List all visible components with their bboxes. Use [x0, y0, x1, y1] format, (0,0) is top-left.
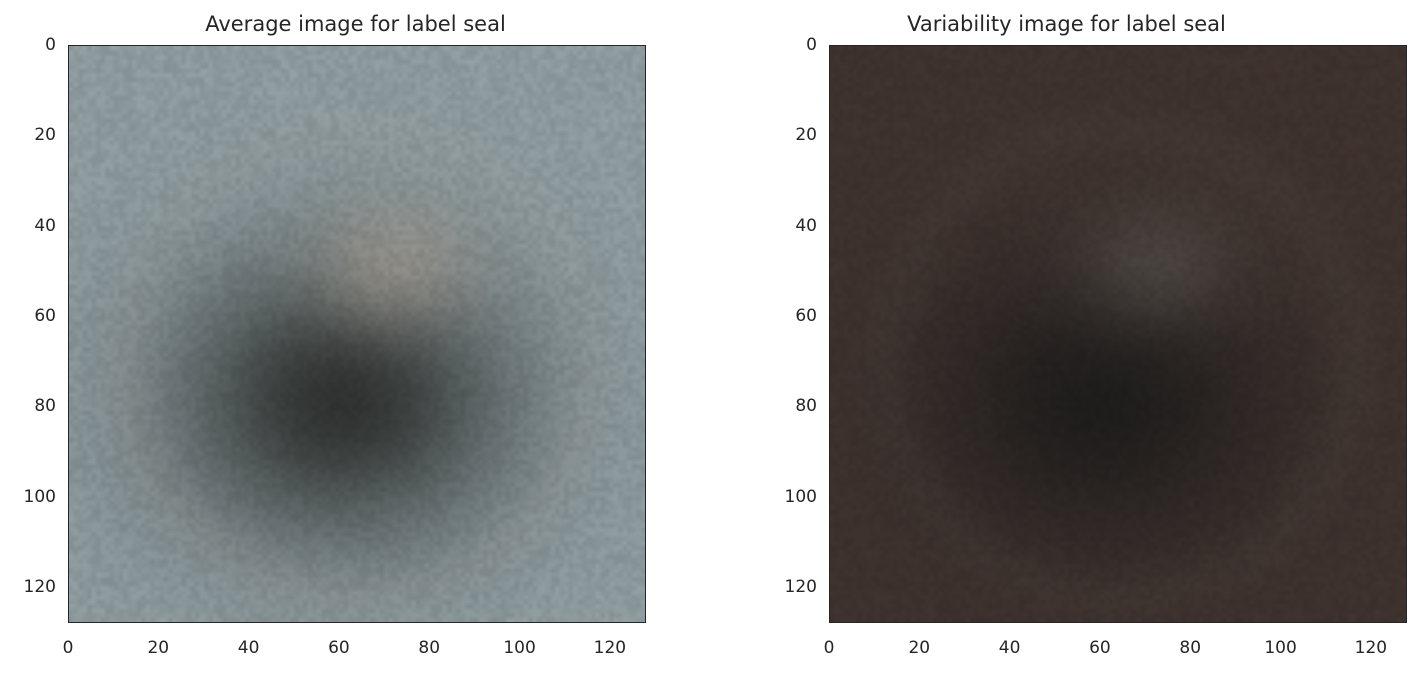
- average-image-panel: Average image for label seal 0 20 40 60 80 10…: [23, 12, 646, 658]
- y-tick-label: 80: [795, 396, 817, 417]
- variability-image-panel: Variability image for label seal 0 20 40 60…: [711, 0, 1422, 673]
- average-image: [68, 45, 646, 623]
- x-tick-label: 40: [237, 638, 260, 658]
- x-tick-label: 80: [418, 638, 441, 658]
- y-tick-label: 100: [784, 486, 817, 507]
- x-tick-label: 40: [998, 638, 1021, 658]
- y-tick-label: 20: [34, 125, 56, 146]
- y-tick-label: 80: [34, 396, 56, 417]
- x-tick-label: 120: [1354, 638, 1388, 658]
- y-tick-label: 120: [784, 576, 817, 597]
- x-tick-label: 20: [908, 638, 931, 658]
- x-tick-label: 60: [1089, 638, 1111, 658]
- x-tick-label: 0: [823, 638, 835, 658]
- panel-title: Variability image for label seal: [907, 12, 1226, 36]
- y-tick-label: 0: [45, 35, 56, 55]
- x-tick-label: 100: [1264, 638, 1297, 658]
- average-image-canvas: [69, 46, 645, 622]
- y-tick-label: 40: [34, 215, 56, 236]
- y-tick-label: 120: [23, 576, 56, 597]
- y-tick-label: 20: [795, 125, 817, 146]
- variability-image-canvas: [830, 46, 1406, 622]
- panel-title: Average image for label seal: [205, 12, 506, 36]
- x-tick-label: 80: [1179, 638, 1202, 658]
- y-tick-label: 40: [795, 215, 817, 236]
- y-tick-label: 100: [23, 486, 56, 507]
- x-tick-label: 120: [593, 638, 627, 658]
- y-tick-label: 60: [795, 305, 817, 326]
- x-tick-label: 100: [503, 638, 536, 658]
- x-tick-label: 60: [328, 638, 350, 658]
- x-tick-label: 0: [62, 638, 74, 658]
- x-tick-label: 20: [147, 638, 170, 658]
- y-tick-label: 60: [34, 305, 56, 326]
- variability-image: [829, 45, 1407, 623]
- y-tick-label: 0: [806, 35, 817, 55]
